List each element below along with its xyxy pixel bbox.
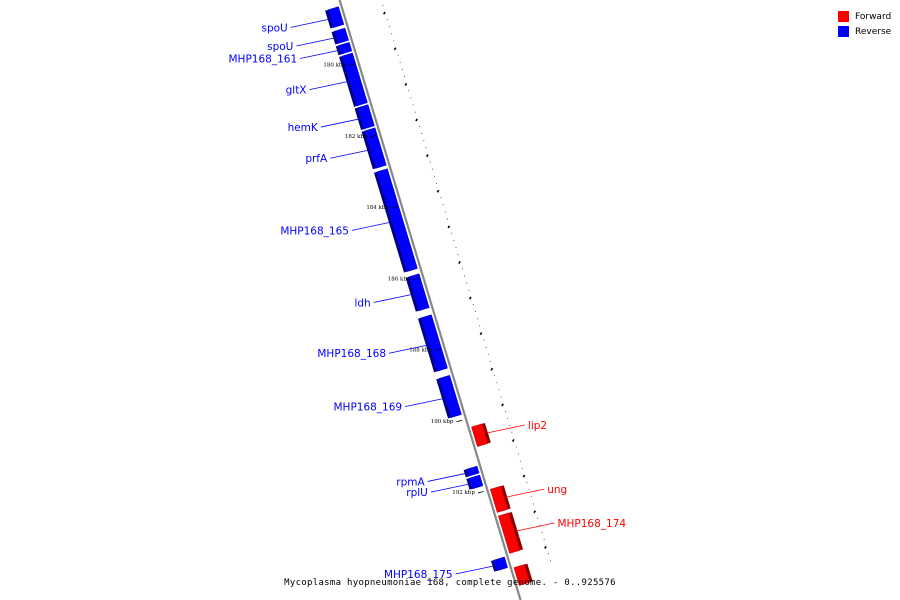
gene-label-leader bbox=[320, 118, 359, 128]
gene-label[interactable]: spoU bbox=[267, 41, 293, 53]
gene-label[interactable]: MHP168_161 bbox=[229, 53, 298, 65]
gene-label-leader bbox=[373, 294, 412, 303]
gene-label[interactable]: gltX bbox=[286, 85, 307, 97]
scale-tick bbox=[434, 348, 441, 351]
gene-feature[interactable] bbox=[471, 421, 491, 447]
gene-labels: spoUspoUMHP168_161gltXhemKprfAMHP168_165… bbox=[229, 18, 626, 581]
minor-tick bbox=[436, 189, 440, 193]
scale-tick bbox=[413, 277, 420, 280]
scale-tick bbox=[391, 206, 398, 209]
gene-feature[interactable] bbox=[463, 464, 480, 478]
gene-label-leader bbox=[405, 398, 444, 408]
reverse-swatch bbox=[838, 26, 849, 37]
gene-label[interactable]: ung bbox=[547, 484, 567, 496]
minor-tick bbox=[468, 296, 472, 300]
scale-tick-label: 182 kbp bbox=[345, 134, 368, 140]
gene-label-leader bbox=[330, 149, 369, 159]
minor-tick bbox=[533, 510, 537, 514]
gene-label-leader bbox=[300, 50, 339, 59]
gene-label[interactable]: MHP168_168 bbox=[317, 348, 386, 360]
minor-tick bbox=[544, 545, 547, 549]
legend: Forward Reverse bbox=[838, 9, 891, 39]
gene-feature[interactable] bbox=[491, 554, 508, 572]
scale-tick bbox=[370, 134, 377, 138]
gene-label-leader bbox=[506, 488, 545, 498]
scale-tick bbox=[348, 63, 355, 67]
minor-tick bbox=[415, 118, 418, 122]
scale-tick-label: 190 kbp bbox=[431, 419, 454, 425]
genome-caption: Mycoplasma hyopneumoniae 168, complete g… bbox=[284, 578, 616, 588]
gene-label-leader bbox=[351, 221, 391, 231]
gene-feature[interactable] bbox=[325, 4, 345, 29]
genome-backbone bbox=[338, 0, 522, 600]
gene-label-leader bbox=[388, 344, 428, 354]
gene-feature[interactable] bbox=[354, 102, 375, 131]
gene-feature[interactable] bbox=[498, 510, 524, 554]
gene-label[interactable]: prfA bbox=[305, 153, 328, 165]
scale-tick-label: 184 kbp bbox=[366, 205, 389, 211]
scale-tick bbox=[477, 490, 484, 494]
scale-tick bbox=[456, 419, 463, 423]
gene-label[interactable]: MHP168_174 bbox=[557, 518, 626, 530]
gene-label[interactable]: hemK bbox=[288, 122, 319, 134]
minor-tick bbox=[479, 332, 483, 336]
minor-tick-dots bbox=[382, 4, 552, 562]
gene-label[interactable]: MHP168_175 bbox=[384, 569, 453, 581]
gene-feature[interactable] bbox=[335, 40, 353, 56]
gene-label[interactable]: ldh bbox=[354, 297, 370, 309]
gene-label[interactable]: MHP168_169 bbox=[333, 402, 402, 414]
gene-feature[interactable] bbox=[373, 166, 418, 273]
legend-label-forward: Forward bbox=[855, 11, 892, 22]
scale-tick-label: 186 kbp bbox=[388, 276, 411, 282]
scale-tick-label: 188 kbp bbox=[409, 348, 432, 354]
minor-tick bbox=[447, 225, 451, 229]
gene-label[interactable]: lip2 bbox=[528, 420, 547, 432]
legend-item-forward: Forward bbox=[838, 9, 891, 24]
minor-tick bbox=[425, 154, 429, 158]
gene-feature[interactable] bbox=[339, 50, 368, 107]
minor-tick bbox=[490, 367, 494, 371]
gene-label-leader bbox=[430, 483, 469, 493]
legend-item-reverse: Reverse bbox=[838, 24, 891, 39]
gene-label[interactable]: rplU bbox=[406, 487, 428, 499]
legend-label-reverse: Reverse bbox=[855, 26, 892, 37]
forward-swatch bbox=[838, 11, 849, 22]
gene-feature[interactable] bbox=[466, 473, 484, 490]
gene-feature[interactable] bbox=[513, 562, 533, 586]
gene-feature[interactable] bbox=[489, 484, 511, 513]
gene-features bbox=[325, 4, 533, 586]
gene-label[interactable]: rpmA bbox=[396, 476, 425, 488]
gene-feature[interactable] bbox=[331, 26, 350, 45]
minor-tick bbox=[511, 439, 515, 443]
gene-feature[interactable] bbox=[436, 373, 462, 419]
gene-label-leader bbox=[516, 522, 555, 532]
minor-tick bbox=[383, 11, 386, 15]
gene-label-leader bbox=[309, 81, 348, 91]
gene-label[interactable]: spoU bbox=[261, 22, 287, 34]
minor-tick bbox=[501, 403, 504, 407]
gene-label[interactable]: MHP168_165 bbox=[280, 225, 349, 237]
gene-label-leader bbox=[290, 18, 329, 28]
minor-tick bbox=[458, 260, 461, 264]
gene-label-leader bbox=[427, 473, 466, 482]
gene-feature[interactable] bbox=[361, 125, 387, 170]
gene-label-leader bbox=[486, 424, 525, 434]
gene-label-leader bbox=[455, 565, 494, 575]
minor-tick bbox=[393, 47, 397, 51]
gene-feature[interactable] bbox=[405, 271, 430, 312]
minor-tick bbox=[404, 82, 408, 86]
gene-label-leader bbox=[296, 37, 335, 47]
scale-tick-label: 192 kbp bbox=[452, 490, 475, 496]
minor-tick bbox=[522, 474, 526, 478]
scale-tick-label: 180 kbp bbox=[323, 63, 346, 69]
gene-feature[interactable] bbox=[417, 312, 448, 373]
